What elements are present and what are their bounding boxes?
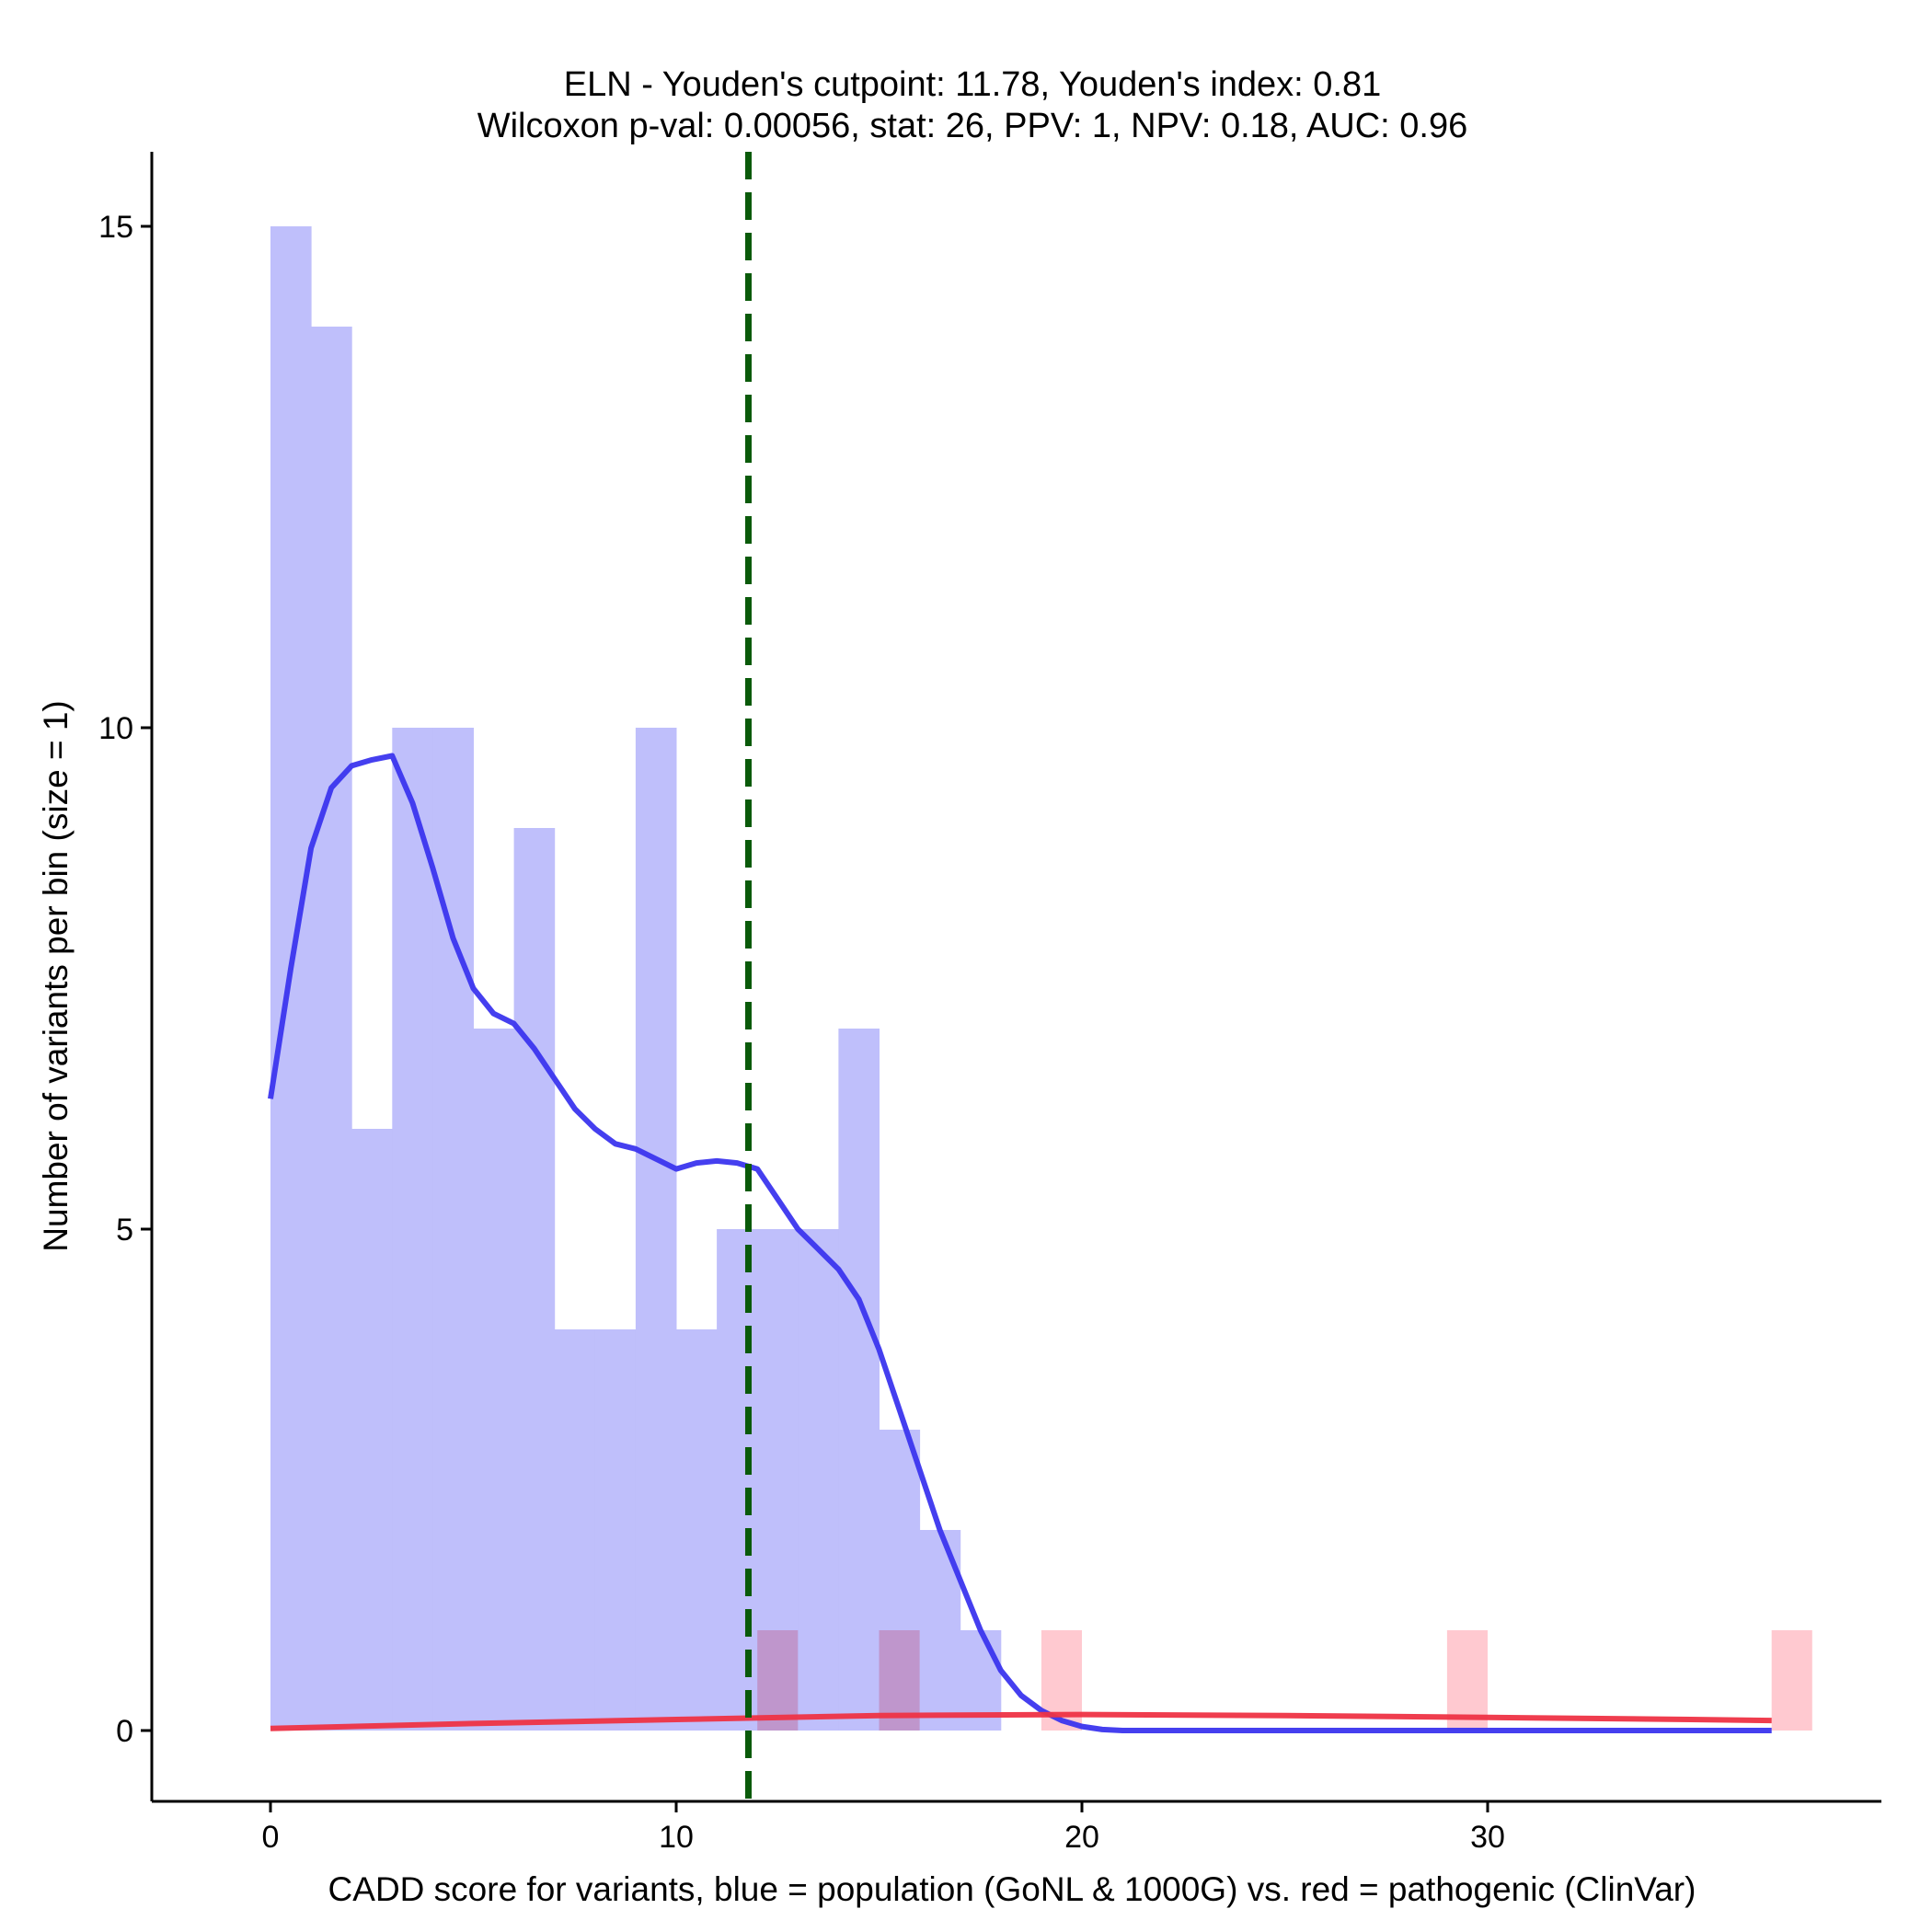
population-bar: [513, 828, 556, 1731]
y-tick-label: 5: [116, 1213, 133, 1248]
population-bar: [798, 1229, 839, 1731]
population-bar: [554, 1329, 596, 1731]
x-tick-label: 30: [1470, 1820, 1505, 1855]
y-axis-ticks: 0 5 10 15: [98, 210, 152, 1749]
pathogenic-bar: [757, 1630, 799, 1731]
population-bar: [392, 728, 433, 1731]
density-curves: [268, 753, 1772, 1733]
y-tick-label: 15: [98, 210, 133, 245]
population-bar: [351, 1129, 393, 1731]
x-tick-label: 20: [1064, 1820, 1099, 1855]
population-bar: [676, 1329, 718, 1731]
population-bar: [838, 1029, 880, 1731]
y-tick-label: 0: [116, 1714, 133, 1749]
x-tick-label: 10: [659, 1820, 694, 1855]
y-axis-label: Number of variants per bin (size = 1): [37, 700, 75, 1251]
chart-title-line-2: Wilcoxon p-val: 0.00056, stat: 26, PPV: …: [477, 107, 1468, 145]
population-bar: [473, 1029, 515, 1731]
x-axis-label: CADD score for variants, blue = populati…: [328, 1870, 1696, 1908]
chart-title-line-1: ELN - Youden's cutpoint: 11.78, Youden's…: [564, 65, 1382, 104]
pathogenic-bar: [1771, 1630, 1812, 1731]
population-bars: [270, 226, 1002, 1731]
y-tick-label: 10: [98, 711, 133, 746]
x-tick-label: 0: [262, 1820, 280, 1855]
x-axis-ticks: 0 10 20 30: [262, 1801, 1505, 1855]
population-bar: [717, 1229, 758, 1731]
pathogenic-bar: [1446, 1630, 1488, 1731]
population-bar: [635, 728, 677, 1731]
plot-area: [268, 152, 1812, 1801]
population-bar: [594, 1329, 637, 1731]
population-density-curve: [268, 753, 1772, 1733]
population-bar: [432, 728, 474, 1731]
population-bar: [311, 327, 352, 1731]
pathogenic-density-curve: [270, 1711, 1772, 1731]
